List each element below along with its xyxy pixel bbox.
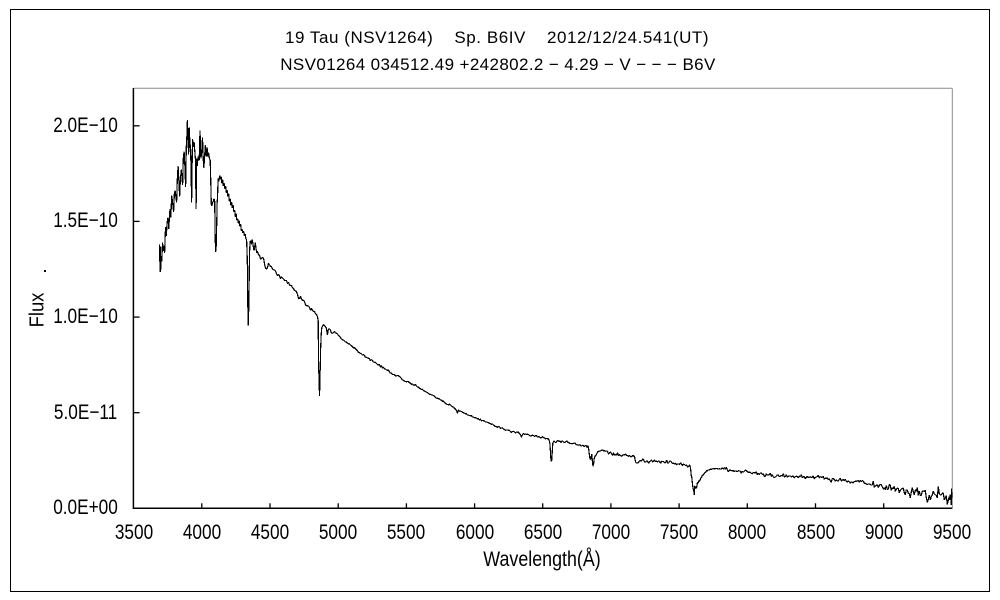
svg-text:Flux: Flux	[27, 292, 49, 327]
